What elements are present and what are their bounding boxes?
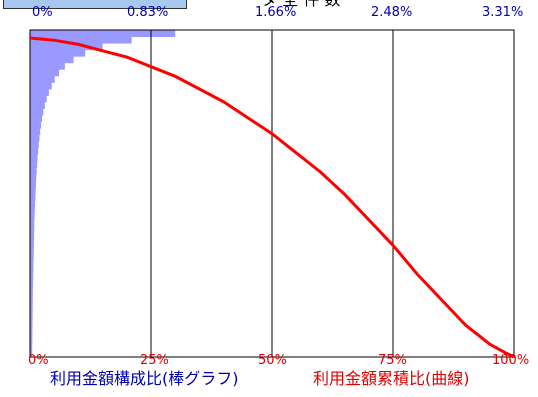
bar <box>30 108 44 116</box>
bar <box>30 304 33 312</box>
plot-frame <box>29 29 515 358</box>
bar <box>30 213 35 221</box>
bar <box>30 180 36 188</box>
bar <box>30 239 34 247</box>
bar <box>30 115 43 123</box>
bar-axis-title: 利用金額構成比(棒グラフ) <box>50 369 239 388</box>
bar <box>30 69 60 77</box>
bar <box>30 128 41 136</box>
bottom-tick-label: 75% <box>378 353 407 368</box>
bar <box>30 343 33 351</box>
top-tick-label: 0.83% <box>127 5 169 20</box>
header-overlay-text: ー タ 全 件 数 ー <box>240 0 361 8</box>
bar <box>30 141 39 149</box>
bar <box>30 101 45 109</box>
bar <box>30 30 176 38</box>
bottom-tick-label: 100% <box>492 353 530 368</box>
bar <box>30 88 49 96</box>
bar <box>30 56 74 64</box>
top-tick-label: 1.66% <box>255 5 297 20</box>
top-tick-label: 0% <box>32 5 53 20</box>
bar <box>30 134 40 142</box>
bar <box>30 271 34 280</box>
bar <box>30 206 35 214</box>
bar <box>30 324 33 332</box>
bar <box>30 226 35 234</box>
bar <box>30 285 33 293</box>
bar <box>30 265 34 273</box>
bar <box>30 36 132 44</box>
bar <box>30 173 37 181</box>
bar <box>30 43 103 51</box>
bottom-tick-label: 50% <box>258 353 287 368</box>
bar <box>30 167 37 175</box>
bar <box>30 219 35 227</box>
cumulative-curve <box>29 36 515 359</box>
bar <box>30 121 42 129</box>
bar <box>30 82 52 90</box>
bar <box>30 278 34 286</box>
bar <box>30 291 33 299</box>
bottom-tick-label: 25% <box>140 353 169 368</box>
bottom-tick-label: 0% <box>28 353 49 368</box>
header-tab <box>3 0 187 9</box>
bar <box>30 350 33 358</box>
bar <box>30 49 86 57</box>
bar <box>30 337 33 345</box>
bar <box>30 245 34 253</box>
bar <box>30 62 65 70</box>
bar <box>30 298 33 306</box>
top-tick-label: 3.31% <box>482 5 524 20</box>
bar <box>30 193 36 201</box>
bar <box>30 232 35 240</box>
bar <box>30 160 38 168</box>
bar <box>30 311 33 319</box>
bar <box>30 147 39 155</box>
bar <box>30 186 36 194</box>
bar <box>30 200 36 208</box>
bar <box>30 258 34 266</box>
bar <box>30 75 55 83</box>
bar <box>30 154 38 162</box>
curve-axis-title: 利用金額累積比(曲線) <box>313 369 470 388</box>
bar <box>30 330 33 338</box>
bar <box>30 317 33 325</box>
bar <box>30 95 47 103</box>
bar <box>30 252 34 260</box>
top-tick-label: 2.48% <box>371 5 413 20</box>
